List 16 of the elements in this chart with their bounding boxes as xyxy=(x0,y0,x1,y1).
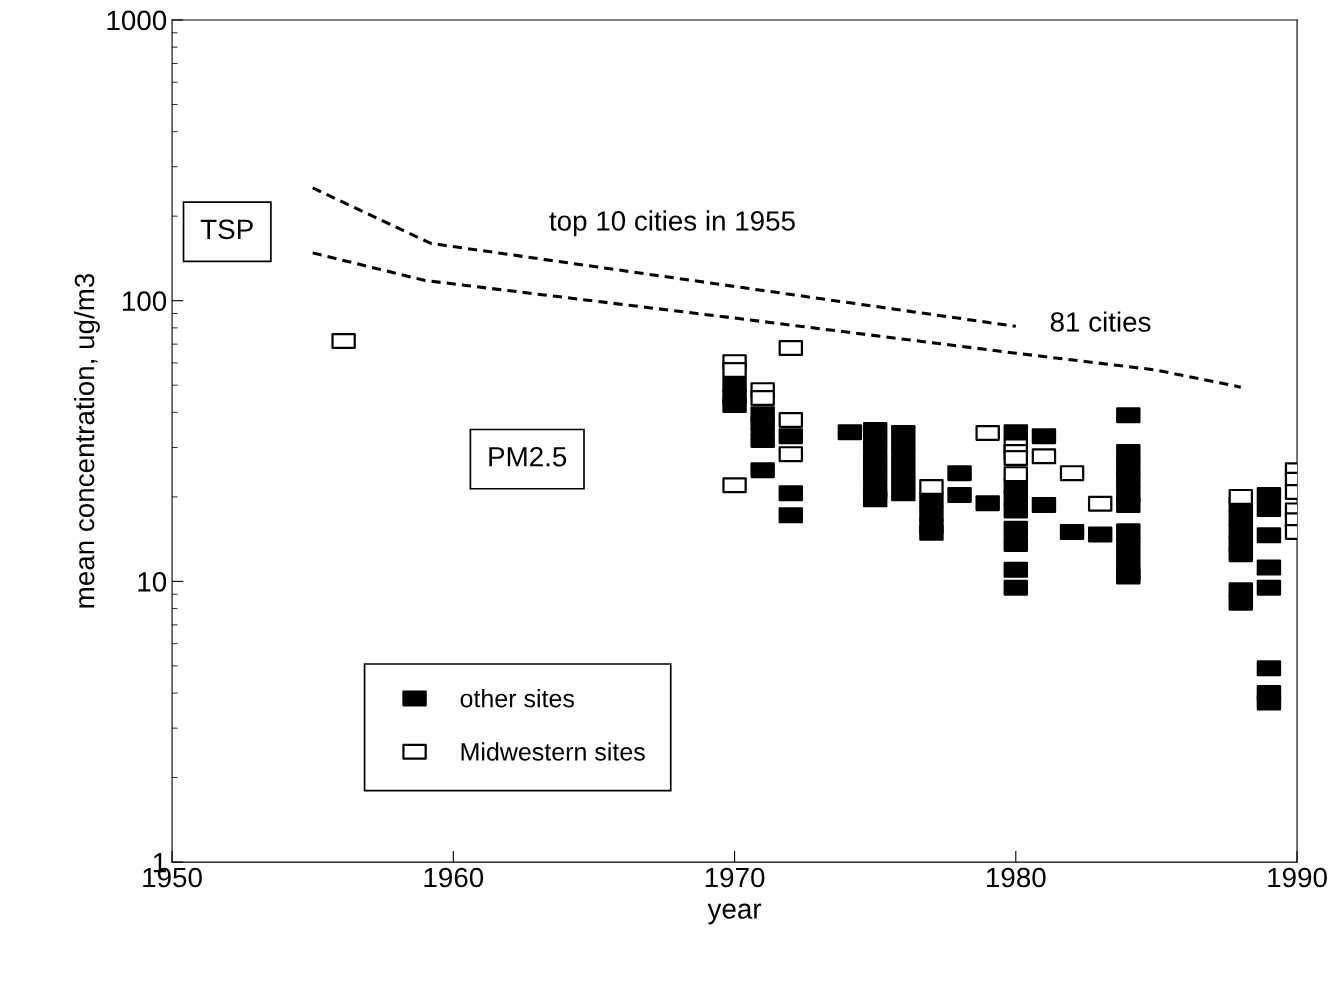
y-tick-label: 1000 xyxy=(107,10,167,31)
x-tick-label: 1960 xyxy=(424,867,484,888)
annotation: 81 cities xyxy=(1050,311,1151,332)
annotation: TSP xyxy=(200,219,253,240)
line-series xyxy=(311,251,1243,389)
y-tick-label: 100 xyxy=(122,291,167,312)
y-axis-title: mean concentration, ug/m3 xyxy=(73,273,100,608)
x-tick-label: 1970 xyxy=(705,867,765,888)
annotation: top 10 cities in 1955 xyxy=(549,210,795,237)
legend-label: Midwestern sites xyxy=(461,742,645,761)
legend-label: other sites xyxy=(460,689,574,708)
y-tick-label: 10 xyxy=(138,572,167,592)
x-axis-title: year xyxy=(707,903,762,925)
x-tick-label: 1980 xyxy=(987,867,1046,888)
x-tick-label: 1990 xyxy=(1268,867,1327,888)
annotation: PM2.5 xyxy=(489,446,567,467)
